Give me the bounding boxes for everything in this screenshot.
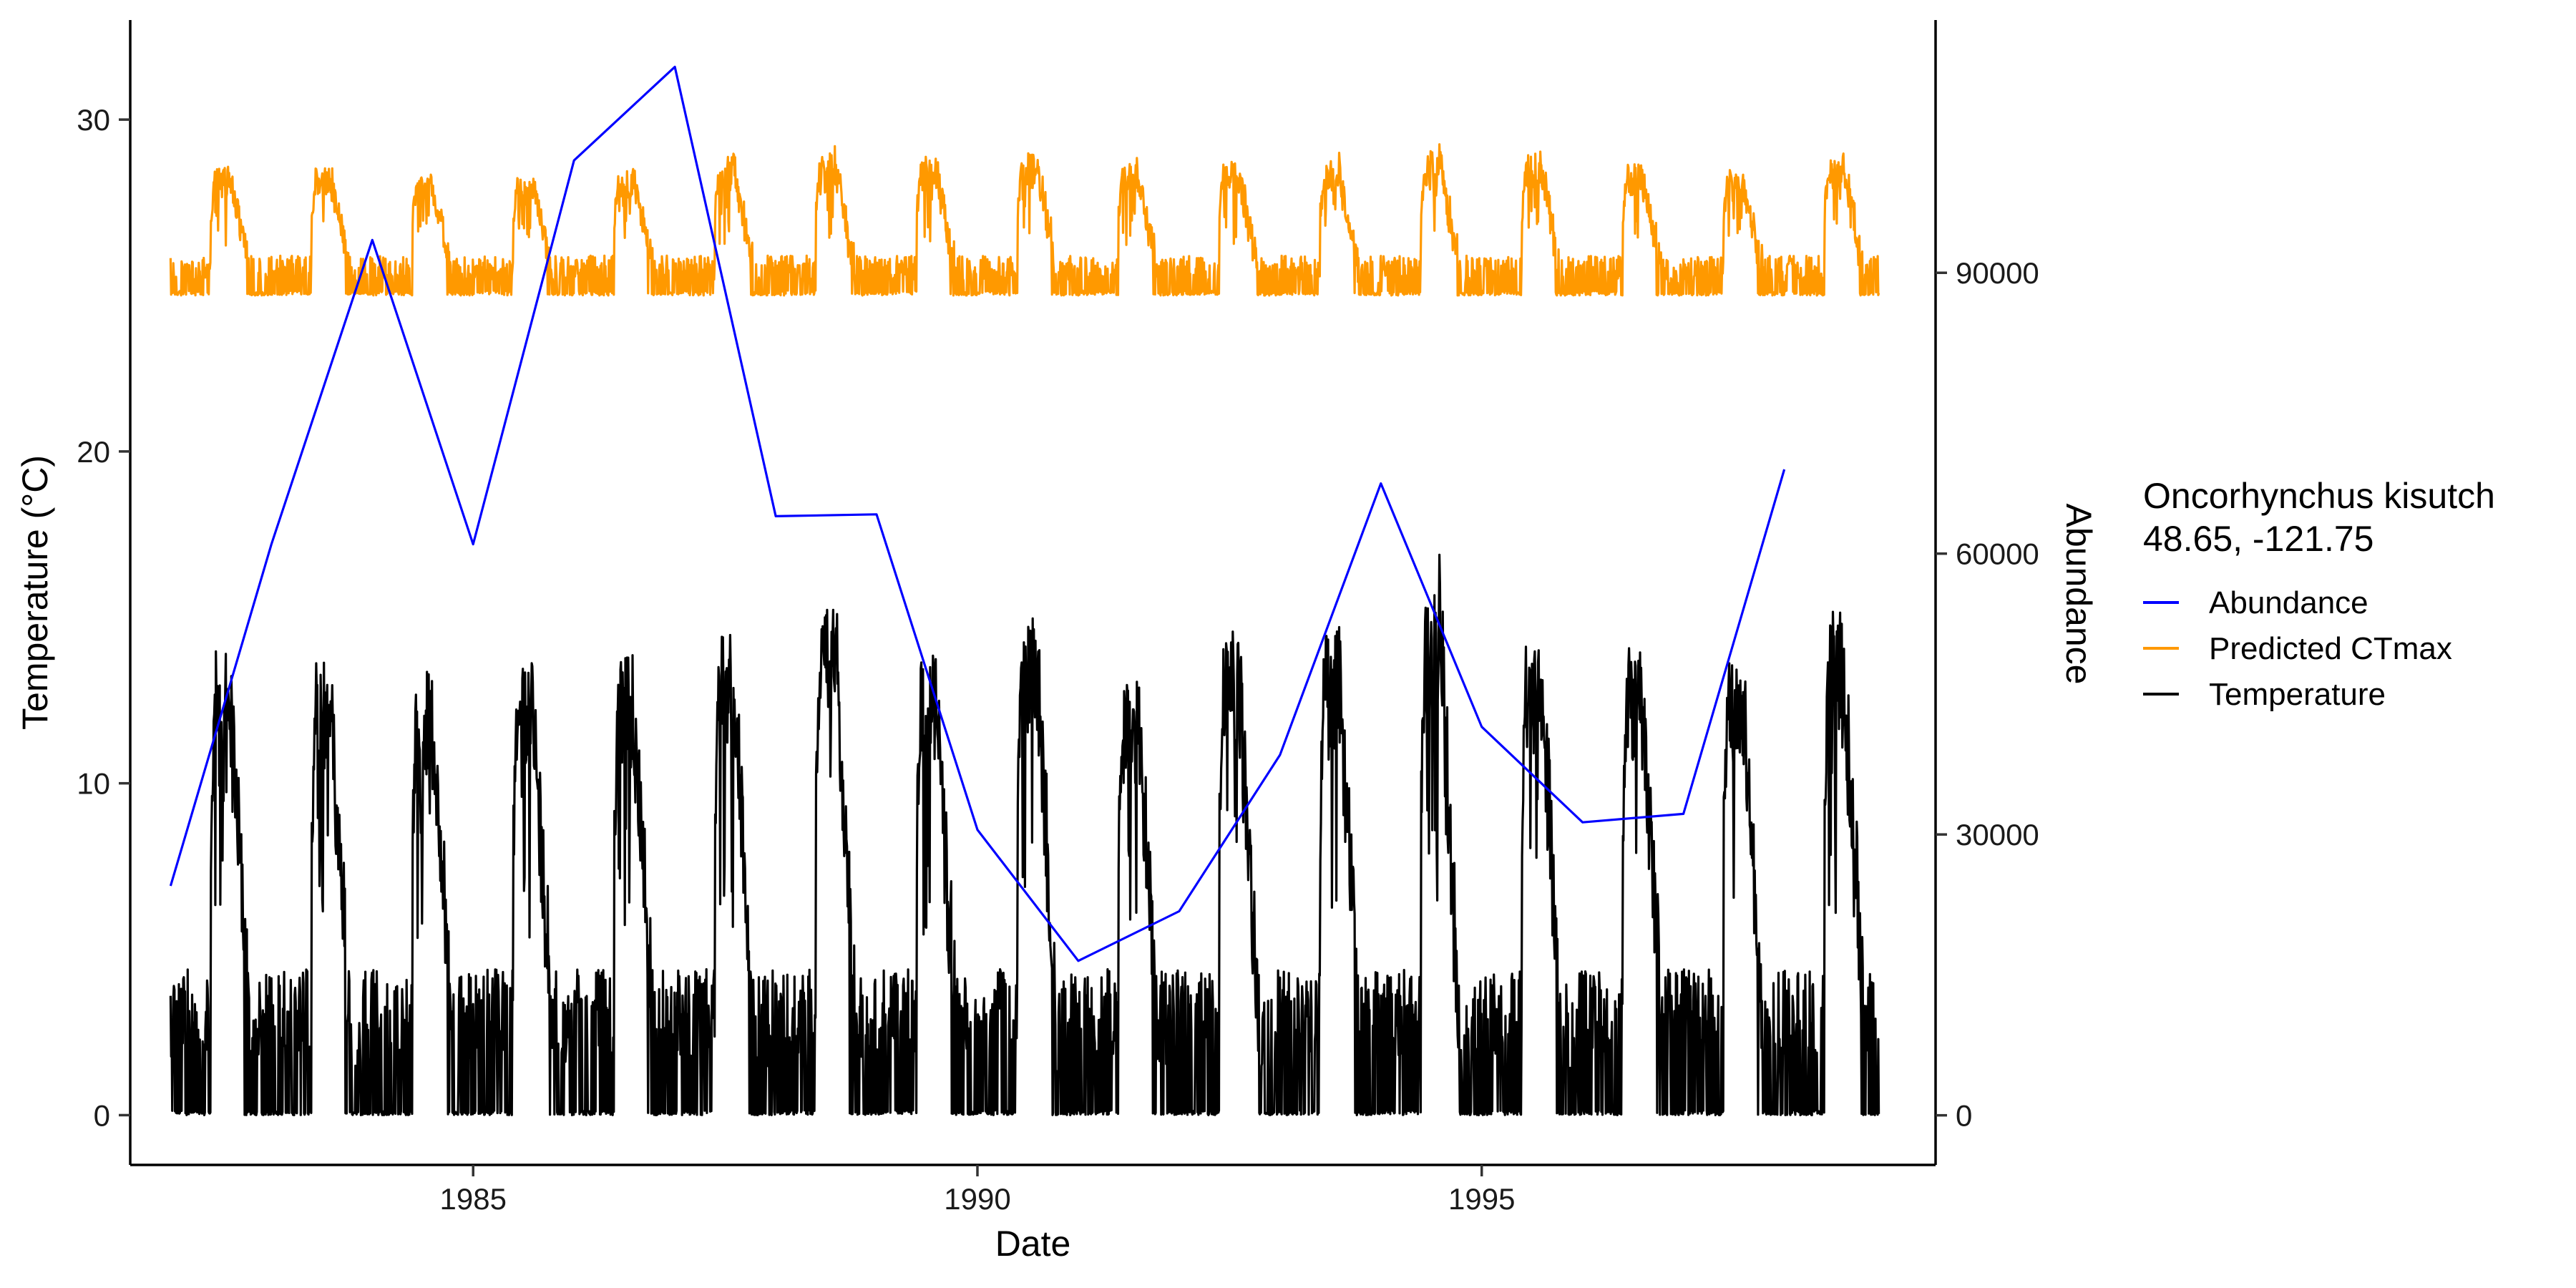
y-tick-label: 20 (77, 435, 110, 469)
y-tick-label: 30 (77, 103, 110, 137)
x-tick-label: 1990 (944, 1182, 1010, 1216)
y-tick-label: 10 (77, 767, 110, 801)
y2-tick-label: 60000 (1956, 537, 2039, 571)
x-axis-title: Date (995, 1224, 1071, 1264)
y-tick-label: 0 (94, 1098, 110, 1132)
y2-tick-label: 30000 (1956, 818, 2039, 852)
legend-label: Abundance (2209, 585, 2368, 620)
y2-tick-label: 90000 (1956, 256, 2039, 290)
y2-tick-label: 0 (1956, 1099, 1972, 1133)
axes-layer: 1985 1990 1995 0 10 20 30 0 30000 60000 90000 (77, 20, 2039, 1216)
y-axis-title: Temperature (°C) (15, 455, 55, 730)
x-tick-label: 1995 (1448, 1182, 1515, 1216)
y2-axis-title: Abundance (2059, 503, 2099, 684)
series-line-predicted-ctmax (169, 143, 1880, 297)
x-tick-label: 1985 (440, 1182, 507, 1216)
series-line-abundance (169, 65, 1786, 962)
series-layer (169, 65, 1880, 1116)
legend-title: Oncorhynchus kisutch (2143, 476, 2495, 516)
legend-subtitle: 48.65, -121.75 (2143, 519, 2374, 559)
legend-label: Temperature (2209, 677, 2386, 712)
legend-label: Predicted CTmax (2209, 631, 2452, 666)
series-line-temperature (169, 553, 1880, 1116)
